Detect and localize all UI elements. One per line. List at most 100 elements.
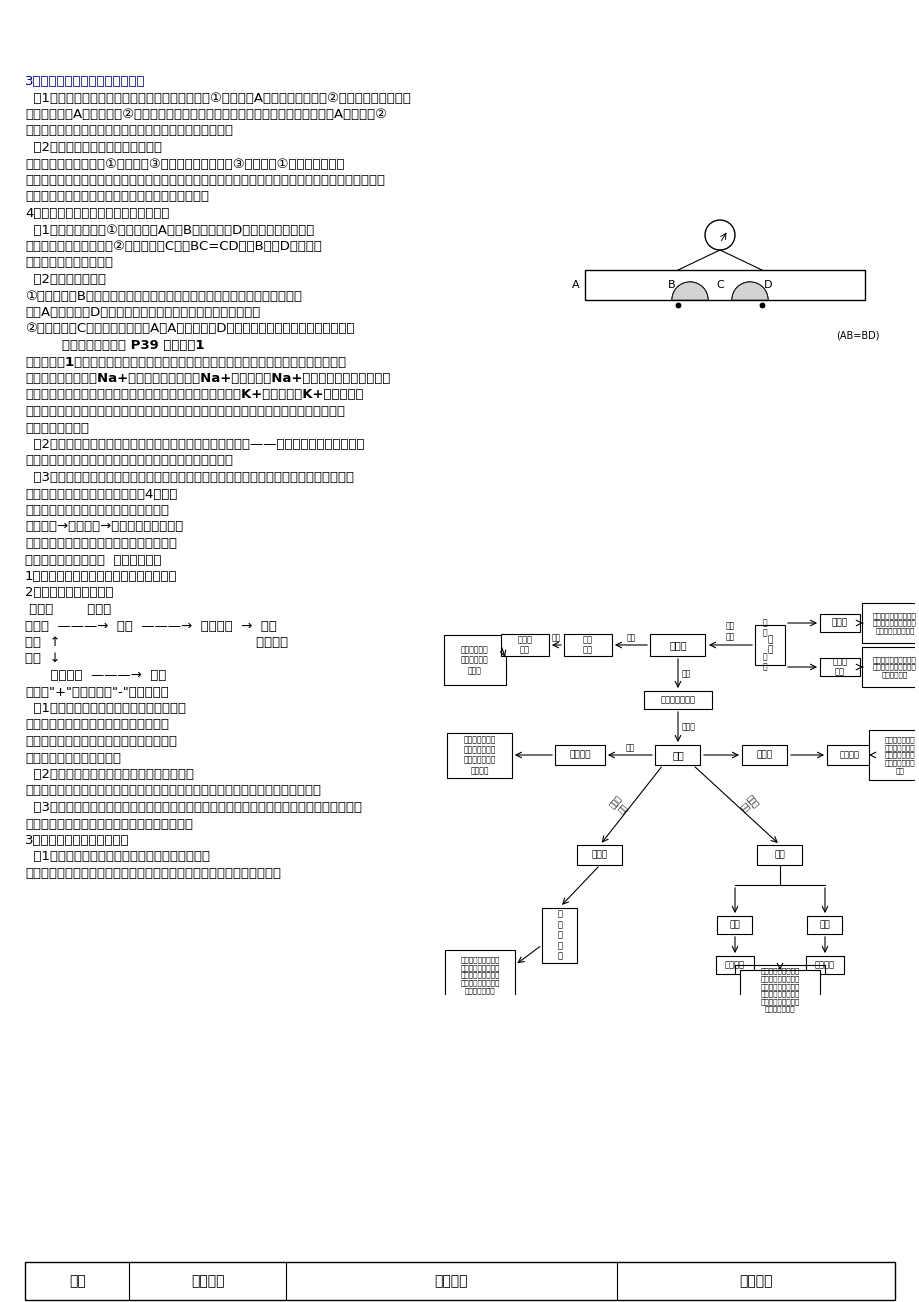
Text: （注："+"表示促进，"-"表示抑制）: （注："+"表示促进，"-"表示抑制）	[25, 685, 168, 698]
Text: 胰岛素: 胰岛素	[831, 618, 847, 628]
Bar	[868, 730, 919, 780]
Text: 实验处理: 实验处理	[434, 1273, 468, 1288]
Bar	[447, 733, 512, 777]
Text: 卵巢: 卵巢	[729, 921, 740, 930]
Text: 系统  ↓: 系统 ↓	[25, 652, 61, 665]
Bar	[25, 1262, 894, 1299]
Text: （1）在神经纤维上①如图，刺激A点，B点先兴奋，D点后兴奋，电流计发: （1）在神经纤维上①如图，刺激A点，B点先兴奋，D点后兴奋，电流计发	[25, 224, 314, 237]
Text: 释放: 释放	[551, 633, 561, 642]
Bar	[501, 634, 549, 656]
Text: ①如图，刺激B点，由于兴奋在突触间的传递速度小于在神经纤维上的传导速: ①如图，刺激B点，由于兴奋在突触间的传递速度小于在神经纤维上的传导速	[25, 289, 301, 302]
Bar	[584, 270, 864, 299]
Text: 增强心脏活动，
使血管收缩，血
压上升；促进糖
原分解，使血糖
升高: 增强心脏活动， 使血管收缩，血 压上升；促进糖 原分解，使血糖 升高	[884, 737, 914, 773]
Text: 控制某些内分泌腺的分泌。: 控制某些内分泌腺的分泌。	[25, 751, 121, 764]
Text: 3．有关动物激素的实验设计: 3．有关动物激素的实验设计	[25, 835, 130, 848]
Text: 分泌: 分泌	[625, 743, 634, 753]
Bar	[650, 634, 705, 656]
Text: 性腺: 性腺	[774, 850, 785, 859]
Text: （2）神经递质的释放方式为胞吐，体现了生物膜的结构特点——流动性。递质被突触后膜: （2）神经递质的释放方式为胞吐，体现了生物膜的结构特点——流动性。递质被突触后膜	[25, 437, 364, 450]
Text: 电位改变，则说明冲动在神经元间的传递是单向的。: 电位改变，则说明冲动在神经元间的传递是单向的。	[25, 190, 209, 203]
Text: 和综合以后发出神经冲动，可以直接或间接: 和综合以后发出神经冲动，可以直接或间接	[25, 736, 176, 749]
Text: 奋传递的准确性。: 奋传递的准确性。	[25, 422, 89, 435]
Text: B: B	[667, 280, 675, 290]
Text: 例题分析：例题一 P39 触类旁通1: 例题分析：例题一 P39 触类旁通1	[25, 339, 204, 352]
Wedge shape	[732, 283, 767, 299]
Bar	[739, 970, 819, 1010]
Text: 方法设计：先电激图中①处，测量③处电位变化；再电激③处，测量①处的电位变化。: 方法设计：先电激图中①处，测量③处电位变化；再电激③处，测量①处的电位变化。	[25, 158, 344, 171]
Bar	[577, 845, 622, 865]
Text: 垂体
后叶: 垂体 后叶	[583, 635, 593, 655]
Text: 生长激素: 生长激素	[569, 750, 590, 759]
Text: ②如图，刺激C点，兴奋不能传至A，A点不兴奋，D点可兴奋，电流计只发生一次偏转。: ②如图，刺激C点，兴奋不能传至A，A点不兴奋，D点可兴奋，电流计只发生一次偏转。	[25, 323, 354, 336]
Text: 促进生长，尤其
是促进蛋白质合
成和骨的生长，
影响代谢: 促进生长，尤其 是促进蛋白质合 成和骨的生长， 影响代谢	[463, 734, 495, 775]
Text: 时，中枢神经系统对传入的信号经过分析: 时，中枢神经系统对传入的信号经过分析	[25, 719, 169, 732]
Text: 所用时间越长。热点二  动物激素调节: 所用时间越长。热点二 动物激素调节	[25, 553, 162, 566]
Text: 神经
传导: 神经 传导	[725, 621, 734, 641]
Text: 睾丸: 睾丸	[819, 921, 830, 930]
Text: D: D	[763, 280, 771, 290]
Bar	[756, 845, 801, 865]
Text: （电信号→化学信号→电信号），需经历一: （电信号→化学信号→电信号），需经历一	[25, 521, 183, 534]
Text: 甲状腺: 甲状腺	[591, 850, 607, 859]
Text: 胰高血
糖素: 胰高血 糖素	[832, 658, 846, 677]
Bar	[717, 917, 752, 934]
Bar	[819, 658, 859, 676]
Text: （3）（负）反馈调节：一种激素分泌后，作用于靶细胞而引起特异的生理效应的同时，血液: （3）（负）反馈调节：一种激素分泌后，作用于靶细胞而引起特异的生理效应的同时，血…	[25, 801, 361, 814]
Bar	[444, 635, 505, 685]
Text: 肾上腺: 肾上腺	[756, 750, 772, 759]
Bar	[862, 603, 919, 643]
Text: （2）在神经元之间: （2）在神经元之间	[25, 273, 106, 286]
Text: 甲
状
腺
激
素: 甲 状 腺 激 素	[557, 910, 562, 961]
Bar	[742, 745, 787, 766]
Text: 电位差降低，甚至发生逆转，产生兴奋；抑制性递质提高膜对K+的通透性，K+外流使突触: 电位差降低，甚至发生逆转，产生兴奋；抑制性递质提高膜对K+的通透性，K+外流使突…	[25, 388, 363, 401]
Text: （2）验证冲动在神经元之间的传递: （2）验证冲动在神经元之间的传递	[25, 141, 162, 154]
Text: 奋，电流计不发生偏转。: 奋，电流计不发生偏转。	[25, 256, 113, 270]
Text: 促性腺
激素: 促性腺 激素	[736, 793, 760, 816]
Text: 4．兴奋传导与电流表指针偏转问题分析: 4．兴奋传导与电流表指针偏转问题分析	[25, 207, 169, 220]
Text: （3）递质的去向：神经递质发生效应后，就被酶破坏而失活，或被移走而迅速停止作用，: （3）递质的去向：神经递质发生效应后，就被酶破坏而失活，或被移走而迅速停止作用，	[25, 471, 354, 484]
Text: 丘脑可以通过垂体调节和控制某些内分泌腺（甲状腺、性腺）中激素的合成和分泌。: 丘脑可以通过垂体调节和控制某些内分泌腺（甲状腺、性腺）中激素的合成和分泌。	[25, 785, 321, 798]
Text: 后膜的膜内外电位差增大，引起突触后膜抑制。一段时间后，相应离子通道关闭，以保证兴: 后膜的膜内外电位差增大，引起突触后膜抑制。一段时间后，相应离子通道关闭，以保证兴	[25, 405, 345, 418]
Text: 观察指标: 观察指标	[738, 1273, 772, 1288]
Bar	[563, 634, 611, 656]
Text: （2）分级调节：在大脑皮层的影响而下，下: （2）分级调节：在大脑皮层的影响而下，下	[25, 768, 194, 781]
Text: 度，A点先兴奋，D点后兴奋，电流计发生两次方向相反的偏转。: 度，A点先兴奋，D点后兴奋，电流计发生两次方向相反的偏转。	[25, 306, 260, 319]
Text: (AB=BD): (AB=BD)	[835, 329, 879, 340]
Text: C: C	[715, 280, 723, 290]
Bar	[826, 745, 871, 766]
Text: 分别促进雌雄生殖器
官的发育和生殖细胞
的生成，激发和维持
各自第二性征；雌性
激素能激发和维持雌
性正常的性周期: 分别促进雌雄生殖器 官的发育和生殖细胞 的生成，激发和维持 各自第二性征；雌性 …	[759, 967, 799, 1013]
Text: 处无电位变化，则说明冲动在神经纤维上的传导是单向的。: 处无电位变化，则说明冲动在神经纤维上的传导是单向的。	[25, 125, 233, 138]
Bar	[715, 956, 754, 974]
Text: 中该激素的含量又反馈控制着这种激素的分泌。: 中该激素的含量又反馈控制着这种激素的分泌。	[25, 818, 193, 831]
Text: 性递质使突触后膜上Na+通道开放，提高膜对Na+的通透性，Na+内流使突触后膜的膜内外: 性递质使突触后膜上Na+通道开放，提高膜对Na+的通透性，Na+内流使突触后膜的…	[25, 372, 390, 385]
Text: 2．动物激素分泌的调节: 2．动物激素分泌的调节	[25, 586, 113, 599]
Bar	[805, 956, 843, 974]
Bar	[807, 917, 842, 934]
Text: 抑
制: 抑 制	[762, 618, 766, 638]
Text: 促
进: 促 进	[762, 652, 766, 672]
Bar	[643, 691, 711, 710]
Text: 兴奋在神经元之间要经过复杂的信号转换: 兴奋在神经元之间要经过复杂的信号转换	[25, 504, 169, 517]
Text: 定时间，所以突触数目越多，完成一次反射: 定时间，所以突触数目越多，完成一次反射	[25, 536, 176, 549]
Text: （1）验证冲动在神经纤维上的传导方案电激图中①处，观察A的变化，同时测量②处的电位有无变化。: （1）验证冲动在神经纤维上的传导方案电激图中①处，观察A的变化，同时测量②处的电…	[25, 91, 411, 104]
Text: 肾上腺素: 肾上腺素	[839, 750, 859, 759]
Text: 实验动物: 实验动物	[191, 1273, 224, 1288]
Text: 促进血糖合成糖原，并
抑制非糖物质转化为葡
萄糖，降低血糖含量: 促进血糖合成糖原，并 抑制非糖物质转化为葡 萄糖，降低血糖含量	[872, 612, 916, 634]
Text: 1．主要动物激素的来源、功能及相互关系: 1．主要动物激素的来源、功能及相互关系	[25, 570, 177, 583]
Text: 结果分析：若两次实验的检测部位均发生电位变化，说明冲动在神经元间的传递是双向的；若只有一处: 结果分析：若两次实验的检测部位均发生电位变化，说明冲动在神经元间的传递是双向的；…	[25, 174, 384, 187]
Bar	[654, 745, 699, 766]
Text: 雄性激素: 雄性激素	[814, 961, 834, 970]
Bar	[445, 950, 515, 1000]
Bar	[862, 647, 919, 687]
Text: A: A	[572, 280, 579, 290]
Text: （1）探究多肽或蛋白质类激素的生理作用实验。: （1）探究多肽或蛋白质类激素的生理作用实验。	[25, 850, 210, 863]
Text: 甲状促
激素: 甲状促 激素	[607, 793, 630, 816]
Text: 促进新陈代谢和生长
发育，尤其对中枢神
经系统的发育和功能
具有重要影响，提高
神经系统兴奋性: 促进新陈代谢和生长 发育，尤其对中枢神 经系统的发育和功能 具有重要影响，提高 …	[460, 957, 499, 993]
Text: 生两次方向相反的偏转。②如图，刺激C点（BC=CD），B点和D点同时兴: 生两次方向相反的偏转。②如图，刺激C点（BC=CD），B点和D点同时兴	[25, 240, 322, 253]
Text: 下丘脑: 下丘脑	[668, 641, 686, 650]
Wedge shape	[671, 283, 708, 299]
Text: 雌性激素: 雌性激素	[724, 961, 744, 970]
Text: 促进肝糖原分解和非糖
物质转化为葡萄糖，使
血糖含量升高: 促进肝糖原分解和非糖 物质转化为葡萄糖，使 血糖含量升高	[872, 656, 916, 678]
Text: 组别: 组别	[69, 1273, 85, 1288]
Bar	[554, 745, 605, 766]
